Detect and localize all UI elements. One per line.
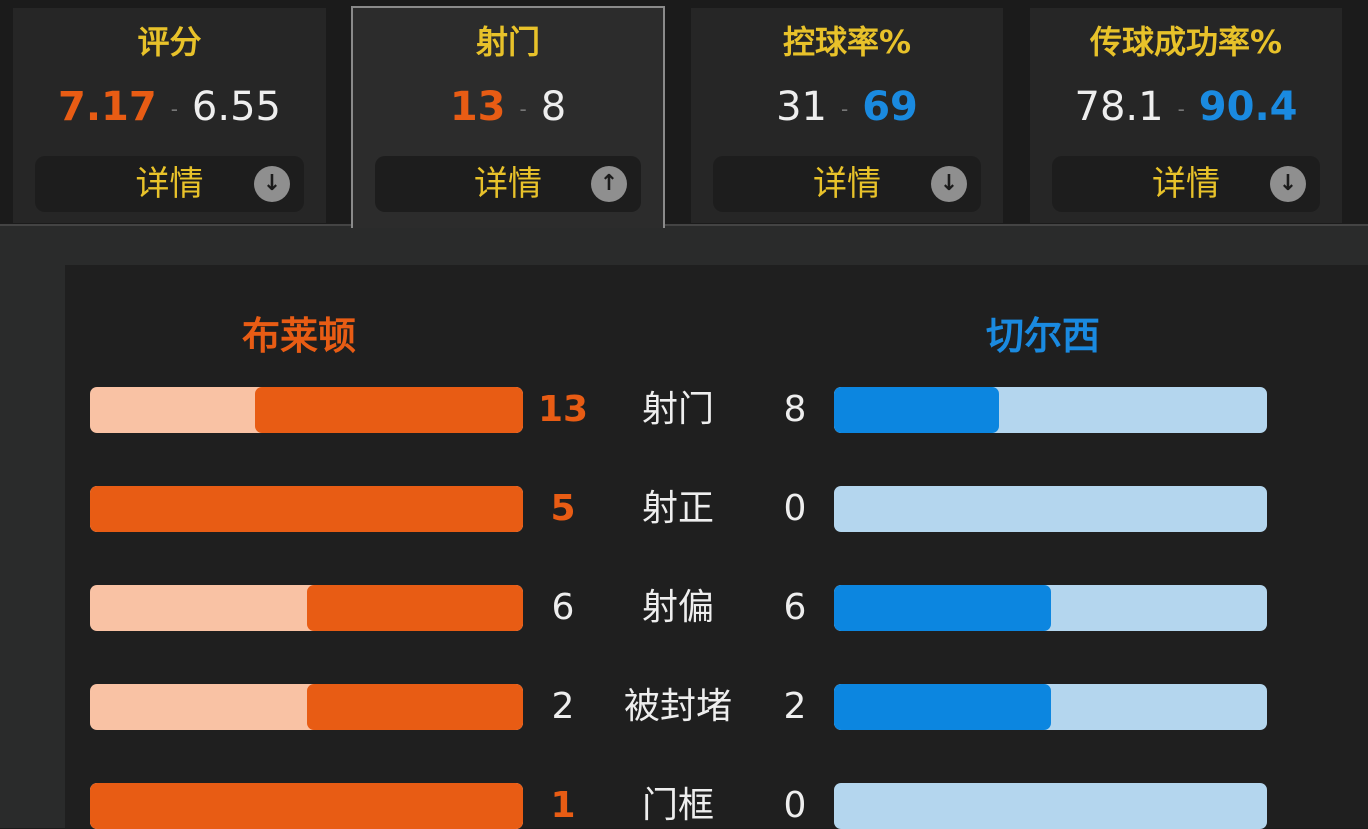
stat-row: 6 射偏 6 xyxy=(0,585,1368,631)
arrow-down-icon[interactable]: ↓ xyxy=(931,166,967,202)
stat-row: 2 被封堵 2 xyxy=(0,684,1368,730)
away-bar-fill xyxy=(834,684,1051,730)
stats-comparison xyxy=(65,265,1368,828)
home-team-name: 布莱顿 xyxy=(242,314,357,358)
tab-values: 13-8 xyxy=(353,82,663,132)
away-bar xyxy=(834,783,1267,829)
tab-values: 31-69 xyxy=(691,82,1003,132)
arrow-up-icon[interactable]: ↑ xyxy=(591,166,627,202)
stat-label: 门框 xyxy=(641,785,714,826)
away-stat-value: 0 xyxy=(783,488,807,529)
separator: - xyxy=(841,97,849,121)
separator: - xyxy=(519,97,527,121)
home-stat-value: 13 xyxy=(537,389,589,430)
home-bar-fill xyxy=(306,585,523,631)
separator: - xyxy=(170,97,178,121)
stat-row: 1 门框 0 xyxy=(0,783,1368,829)
away-stat-value: 6 xyxy=(783,587,807,628)
away-value: 8 xyxy=(540,84,567,130)
tab-1[interactable]: 射门 13-8 详情 ↑ xyxy=(351,6,665,228)
separator: - xyxy=(1177,97,1185,121)
stat-label: 被封堵 xyxy=(623,686,732,727)
away-value: 6.55 xyxy=(191,84,281,130)
away-value: 69 xyxy=(862,84,918,130)
home-bar xyxy=(90,585,523,631)
away-value: 90.4 xyxy=(1198,84,1298,130)
tab-2[interactable]: 控球率% 31-69 详情 ↓ xyxy=(691,8,1003,223)
details-button[interactable]: 详情 ↑ xyxy=(375,156,641,212)
away-bar xyxy=(834,684,1267,730)
home-value: 13 xyxy=(449,84,506,130)
away-stat-value: 2 xyxy=(783,686,807,727)
stat-row: 13 射门 8 xyxy=(0,387,1368,433)
away-bar-fill xyxy=(834,387,999,433)
details-button[interactable]: 详情 ↓ xyxy=(1052,156,1320,212)
away-team-name: 切尔西 xyxy=(986,314,1101,358)
home-bar-fill xyxy=(90,783,523,829)
home-stat-value: 5 xyxy=(550,488,576,529)
details-button[interactable]: 详情 ↓ xyxy=(35,156,304,212)
tab-values: 7.17-6.55 xyxy=(13,82,326,132)
away-stat-value: 0 xyxy=(783,785,807,826)
home-stat-value: 2 xyxy=(551,686,575,727)
home-bar-fill xyxy=(254,387,523,433)
home-bar xyxy=(90,783,523,829)
home-value: 31 xyxy=(776,84,827,130)
details-button[interactable]: 详情 ↓ xyxy=(713,156,981,212)
away-stat-value: 8 xyxy=(783,389,807,430)
away-bar xyxy=(834,387,1267,433)
away-bar xyxy=(834,486,1267,532)
stat-row: 5 射正 0 xyxy=(0,486,1368,532)
away-bar-fill xyxy=(834,585,1051,631)
tab-title: 控球率% xyxy=(782,23,912,61)
details-label: 详情 xyxy=(813,164,881,204)
home-bar xyxy=(90,387,523,433)
home-value: 78.1 xyxy=(1074,84,1164,130)
stat-label: 射门 xyxy=(641,389,714,430)
home-bar xyxy=(90,486,523,532)
home-stat-value: 1 xyxy=(550,785,576,826)
tab-title: 传球成功率% xyxy=(1089,23,1283,61)
tab-title: 评分 xyxy=(137,23,202,61)
tab-3[interactable]: 传球成功率% 78.1-90.4 详情 ↓ xyxy=(1030,8,1342,223)
arrow-down-icon[interactable]: ↓ xyxy=(1270,166,1306,202)
tab-values: 78.1-90.4 xyxy=(1030,82,1342,132)
home-bar-fill xyxy=(90,486,523,532)
tab-0[interactable]: 评分 7.17-6.55 详情 ↓ xyxy=(13,8,326,223)
stat-label: 射正 xyxy=(641,488,714,529)
home-bar xyxy=(90,684,523,730)
stat-label: 射偏 xyxy=(641,587,714,628)
home-stat-value: 6 xyxy=(551,587,575,628)
details-label: 详情 xyxy=(135,164,204,204)
details-label: 详情 xyxy=(1152,164,1220,204)
home-bar-fill xyxy=(306,684,523,730)
away-bar xyxy=(834,585,1267,631)
tab-title: 射门 xyxy=(475,23,540,61)
details-label: 详情 xyxy=(474,164,542,204)
home-value: 7.17 xyxy=(58,84,157,130)
arrow-down-icon[interactable]: ↓ xyxy=(254,166,290,202)
